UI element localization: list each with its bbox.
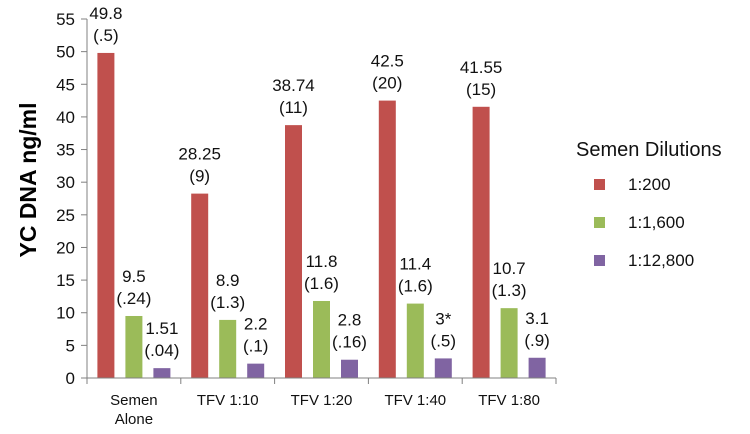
bar: [313, 300, 330, 378]
bar: [378, 100, 396, 378]
bar: [97, 52, 115, 378]
data-label: 2.8 (.16): [332, 311, 367, 352]
y-axis: 0 5 10 15 20 25 30 35 40 45 50 55: [56, 10, 88, 388]
y-tick-label: 5: [66, 336, 75, 355]
x-category-label: TFV 1:80: [478, 392, 540, 409]
legend-title: Semen Dilutions: [576, 139, 722, 161]
data-label: 41.55 (15): [460, 58, 503, 99]
data-label: 9.5 (.24): [116, 267, 151, 308]
y-tick-label: 25: [56, 206, 75, 225]
bar: [125, 315, 143, 378]
y-tick-label: 0: [66, 369, 75, 388]
bar: [472, 106, 490, 379]
legend-item: 1:12,800: [628, 251, 694, 270]
data-label: 3.1 (.9): [524, 309, 550, 350]
bar: [528, 357, 546, 378]
data-label: 42.5 (20): [371, 52, 404, 93]
legend-swatch: [594, 217, 605, 228]
y-tick-label: 45: [56, 75, 75, 94]
bar: [406, 303, 424, 378]
x-category-label: TFV 1:40: [384, 392, 446, 409]
y-tick-label: 10: [56, 304, 75, 323]
bars: [97, 52, 546, 379]
bar: [219, 319, 237, 378]
y-tick-label: 35: [56, 141, 75, 160]
legend-swatch: [594, 179, 605, 190]
legend: Semen Dilutions 1:200 1:1,600 1:12,800: [576, 139, 722, 270]
data-label: 11.4 (1.6): [398, 255, 433, 296]
y-tick-label: 50: [56, 43, 75, 62]
bar: [247, 363, 265, 378]
data-labels: 49.8 (.5) 28.25 (9) 38.74 (11) 42.5 (20) 41.55 (1…: [89, 4, 549, 360]
x-axis: Semen Alone TFV 1:10 TFV 1:20 TFV 1:40 TFV 1:…: [86, 377, 557, 428]
x-category-label: TFV 1:10: [197, 392, 259, 409]
bar: [500, 308, 518, 378]
y-tick-label: 20: [56, 238, 75, 257]
y-tick-label: 30: [56, 173, 75, 192]
bar: [285, 125, 302, 378]
y-tick-label: 55: [56, 10, 75, 29]
bar: [153, 368, 171, 378]
data-label: 49.8 (.5): [89, 4, 122, 45]
y-tick-label: 40: [56, 108, 75, 127]
data-label: 8.9 (1.3): [210, 271, 245, 312]
data-label: 2.2 (.1): [243, 315, 269, 356]
legend-item: 1:200: [628, 175, 671, 194]
data-label: 28.25 (9): [178, 145, 221, 186]
data-label: 11.8 (1.6): [304, 252, 339, 293]
data-label: 38.74 (11): [272, 76, 315, 117]
x-category-label: Semen Alone: [110, 392, 158, 428]
bar: [191, 193, 209, 378]
data-label: 10.7 (1.3): [492, 259, 527, 300]
bar: [341, 359, 358, 378]
bar: [434, 358, 452, 378]
data-label: 1.51 (.04): [144, 319, 179, 360]
legend-swatch: [594, 255, 605, 266]
data-label: 3* (.5): [431, 309, 457, 350]
x-category-label: TFV 1:20: [291, 392, 353, 409]
legend-item: 1:1,600: [628, 213, 685, 232]
y-tick-label: 15: [56, 271, 75, 290]
y-axis-label: YC DNA ng/ml: [15, 102, 41, 257]
